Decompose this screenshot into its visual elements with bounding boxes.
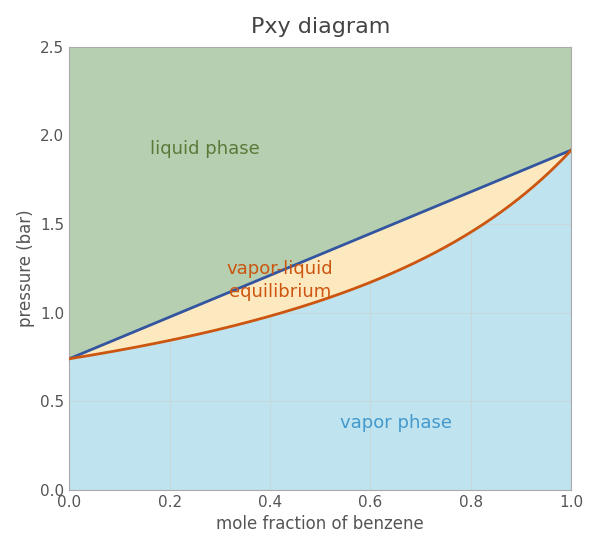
Text: vapor phase: vapor phase [340, 414, 452, 432]
Polygon shape [69, 150, 571, 359]
Y-axis label: pressure (bar): pressure (bar) [17, 210, 35, 327]
Title: Pxy diagram: Pxy diagram [251, 16, 390, 37]
Text: liquid phase: liquid phase [150, 140, 260, 158]
X-axis label: mole fraction of benzene: mole fraction of benzene [217, 515, 424, 534]
Text: vapor-liquid
equilibrium: vapor-liquid equilibrium [227, 260, 334, 301]
